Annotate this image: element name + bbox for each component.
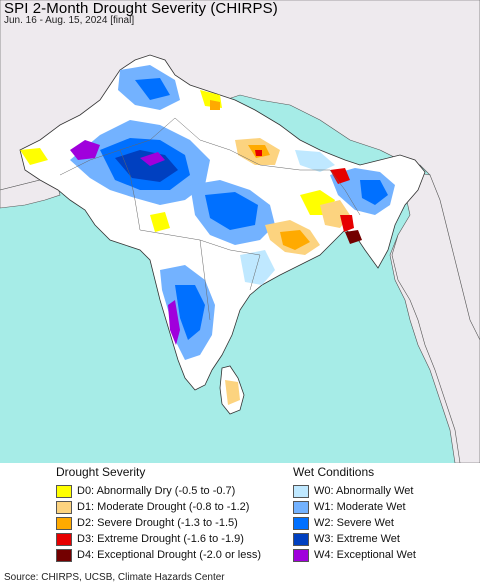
- legend-swatch-w2: [293, 516, 309, 530]
- legend-item-d3: D3: Extreme Drought (-1.6 to -1.9): [56, 531, 261, 547]
- legend-swatch-d4: [56, 548, 72, 562]
- legend-item-w3: W3: Extreme Wet: [293, 531, 416, 547]
- legend-item-d1: D1: Moderate Drought (-0.8 to -1.2): [56, 499, 261, 515]
- drought-map[interactable]: [0, 0, 480, 463]
- legend-label-w2: W2: Severe Wet: [314, 517, 394, 529]
- legend-swatch-w1: [293, 500, 309, 514]
- legend-label-w3: W3: Extreme Wet: [314, 533, 400, 545]
- legend-label-d1: D1: Moderate Drought (-0.8 to -1.2): [77, 501, 250, 513]
- source-credit: Source: CHIRPS, UCSB, Climate Hazards Ce…: [4, 572, 225, 583]
- legend-swatch-w0: [293, 484, 309, 498]
- legend-item-w1: W1: Moderate Wet: [293, 499, 416, 515]
- legend-swatch-d3: [56, 532, 72, 546]
- legend-item-d0: D0: Abnormally Dry (-0.5 to -0.7): [56, 483, 261, 499]
- admin-borders: [59, 117, 361, 321]
- legend-item-d2: D2: Severe Drought (-1.3 to -1.5): [56, 515, 261, 531]
- legend-label-d0: D0: Abnormally Dry (-0.5 to -0.7): [77, 485, 236, 497]
- legend-label-w0: W0: Abnormally Wet: [314, 485, 414, 497]
- legend-item-w2: W2: Severe Wet: [293, 515, 416, 531]
- legend-drought: Drought Severity D0: Abnormally Dry (-0.…: [56, 463, 261, 563]
- legend-item-w0: W0: Abnormally Wet: [293, 483, 416, 499]
- southeast-asia-land: [391, 169, 480, 463]
- map-subtitle: Jun. 16 - Aug. 15, 2024 [final]: [4, 15, 135, 26]
- legend-item-d4: D4: Exceptional Drought (-2.0 or less): [56, 547, 261, 563]
- wet-areas: [70, 65, 395, 360]
- legend-item-w4: W4: Exceptional Wet: [293, 547, 416, 563]
- legend-swatch-d1: [56, 500, 72, 514]
- legend: Drought Severity D0: Abnormally Dry (-0.…: [0, 463, 480, 573]
- legend-drought-heading: Drought Severity: [56, 465, 146, 479]
- west-land: [0, 175, 61, 209]
- legend-swatch-d2: [56, 516, 72, 530]
- legend-wet-heading: Wet Conditions: [293, 465, 375, 479]
- map-title: SPI 2-Month Drought Severity (CHIRPS): [4, 0, 278, 17]
- legend-swatch-w4: [293, 548, 309, 562]
- legend-label-d2: D2: Severe Drought (-1.3 to -1.5): [77, 517, 238, 529]
- legend-swatch-w3: [293, 532, 309, 546]
- legend-wet: Wet Conditions W0: Abnormally Wet W1: Mo…: [293, 463, 416, 563]
- legend-swatch-d0: [56, 484, 72, 498]
- dry-areas: [20, 90, 362, 405]
- legend-label-d4: D4: Exceptional Drought (-2.0 or less): [77, 549, 262, 561]
- legend-label-w1: W1: Moderate Wet: [314, 501, 406, 513]
- legend-label-w4: W4: Exceptional Wet: [314, 549, 416, 561]
- legend-label-d3: D3: Extreme Drought (-1.6 to -1.9): [77, 533, 244, 545]
